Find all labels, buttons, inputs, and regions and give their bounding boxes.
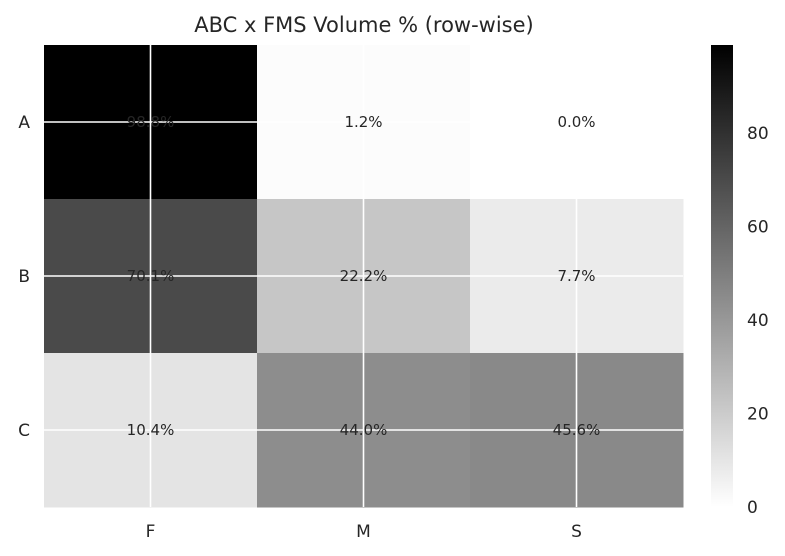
colorbar-tick-label: 60 <box>747 217 769 237</box>
x-tick-label: F <box>146 522 156 542</box>
colorbar <box>711 45 733 507</box>
colorbar-tick-label: 80 <box>747 124 769 144</box>
x-tick-label: S <box>571 522 582 542</box>
cell-value-label: 70.1% <box>127 267 175 285</box>
chart-title: ABC x FMS Volume % (row-wise) <box>194 13 534 37</box>
cell-value-label: 44.0% <box>340 421 388 439</box>
grid-lines <box>44 45 683 507</box>
y-tick-label: A <box>18 113 30 133</box>
colorbar-ticks: 0 20 40 60 80 <box>747 124 769 518</box>
cell-value-label: 1.2% <box>344 113 382 131</box>
colorbar-tick-label: 20 <box>747 404 769 424</box>
cell-value-label: 22.2% <box>340 267 388 285</box>
cell-value-label: 0.0% <box>557 113 595 131</box>
cell-value-label: 45.6% <box>553 421 601 439</box>
colorbar-tick-label: 40 <box>747 311 769 331</box>
y-tick-label: B <box>18 267 30 287</box>
cell-value-label: 10.4% <box>127 421 175 439</box>
colorbar-gradient <box>711 45 733 507</box>
colorbar-tick-label: 0 <box>747 498 758 518</box>
cell-value-label: 98.8% <box>127 113 175 131</box>
y-tick-label: C <box>18 421 30 441</box>
x-tick-label: M <box>356 522 371 542</box>
y-axis-ticks: A B C <box>18 113 30 441</box>
cell-labels: 98.8% 1.2% 0.0% 70.1% 22.2% 7.7% 10.4% 44.0% 45.… <box>127 113 601 439</box>
cell-value-label: 7.7% <box>557 267 595 285</box>
